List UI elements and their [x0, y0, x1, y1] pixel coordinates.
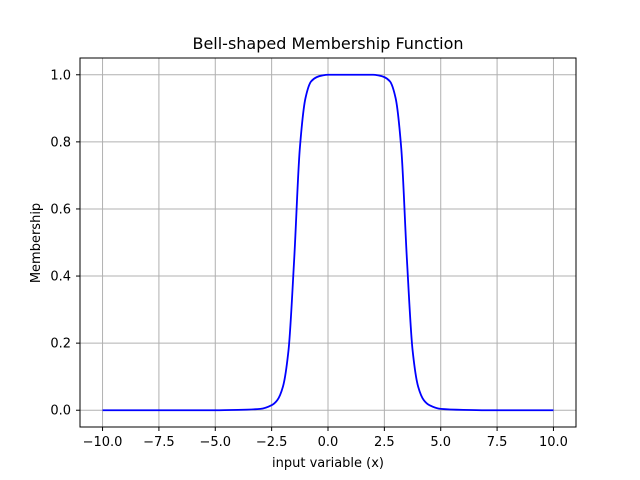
- y-tick-label: 0.6: [50, 202, 71, 217]
- x-tick-label: 10.0: [539, 435, 568, 450]
- membership-curve: [102, 73, 554, 412]
- x-tick-label: −10.0: [83, 435, 123, 450]
- y-tick-label: 0.2: [50, 337, 71, 352]
- x-tick-label: 7.5: [487, 435, 508, 450]
- y-tick-label: 0.4: [50, 270, 71, 285]
- x-tick-label: 5.0: [430, 435, 451, 450]
- chart-title: Bell-shaped Membership Function: [192, 34, 463, 53]
- series-layer: [102, 73, 554, 412]
- y-axis-label: Membership: [29, 203, 44, 283]
- y-tick-label: 0.0: [50, 404, 71, 419]
- x-axis-label: input variable (x): [272, 456, 384, 471]
- x-tick-label: −5.0: [199, 435, 231, 450]
- x-tick-label: −7.5: [143, 435, 175, 450]
- x-tick-label: 0.0: [318, 435, 339, 450]
- x-tick-label: −2.5: [256, 435, 288, 450]
- x-tick-label: 2.5: [374, 435, 395, 450]
- ticks: −10.0 −7.5 −5.0 −2.5 0.0 2.5 5.0 7.5 10.0 0.0 0.2 0…: [50, 68, 568, 450]
- y-tick-label: 1.0: [50, 68, 71, 83]
- y-tick-label: 0.8: [50, 135, 71, 150]
- grid: [80, 58, 576, 427]
